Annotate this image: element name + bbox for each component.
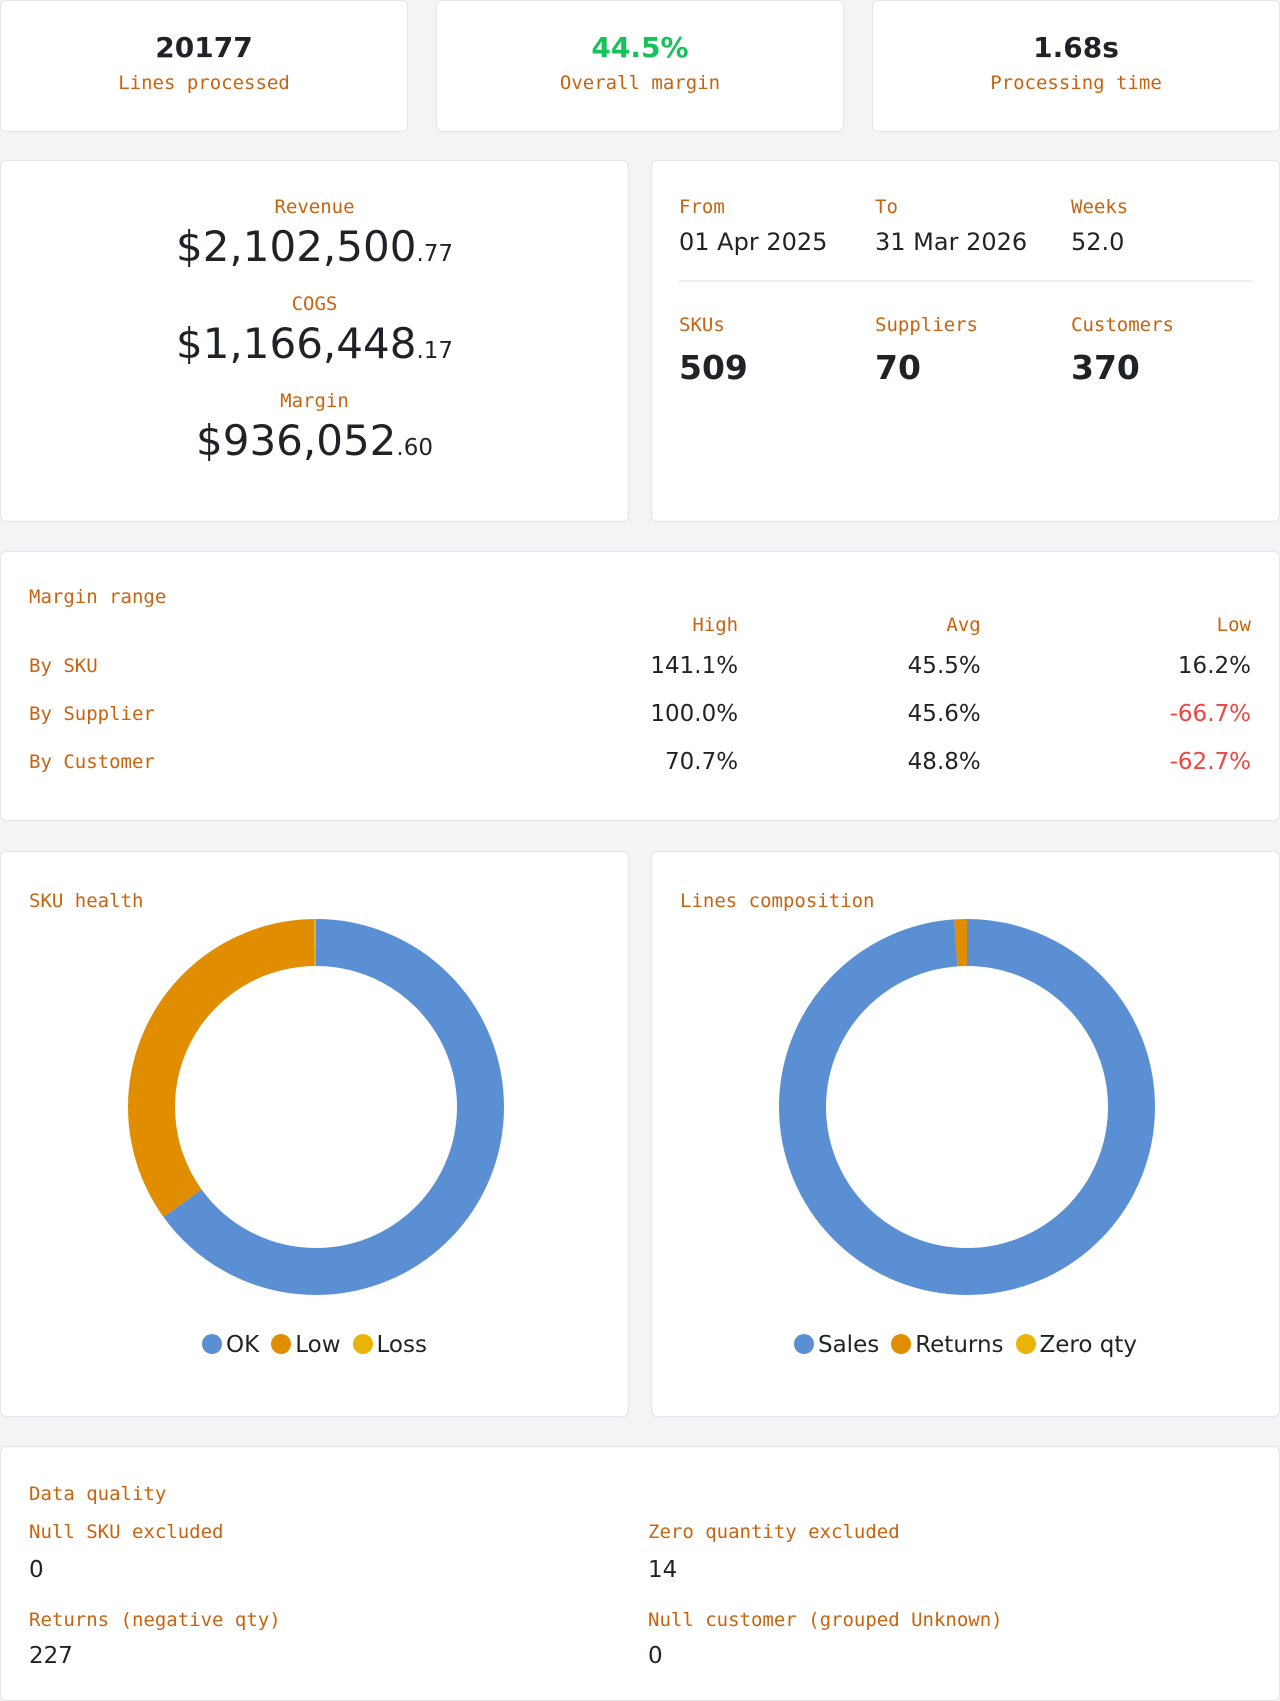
low-value: 16.2%	[1177, 653, 1251, 679]
margin-range-title: Margin range	[29, 586, 167, 608]
legend-label: Sales	[817, 1332, 880, 1358]
cogs-label: COGS	[291, 293, 338, 315]
kpi-value: 1.68s	[1033, 31, 1119, 64]
donut-slice-sales	[779, 919, 1155, 1295]
skus-value: 509	[679, 348, 748, 387]
legend-label: Returns	[915, 1332, 1004, 1358]
cogs-cents: .17	[416, 338, 454, 364]
to-value: 31 Mar 2026	[875, 228, 1028, 256]
margin-label: Margin	[280, 390, 349, 412]
null-sku-label: Null SKU excluded	[29, 1521, 224, 1543]
table-row: By Customer 70.7% 48.8% -62.7%	[29, 738, 1251, 786]
kpi-overall-margin: 44.5% Overall margin	[436, 0, 844, 132]
lines-composition-card: Lines composition Sales Returns Zero qty	[651, 851, 1280, 1417]
legend-item[interactable]: Returns	[891, 1332, 1004, 1358]
kpi-value: 44.5%	[591, 31, 689, 64]
returns-label: Returns (negative qty)	[29, 1609, 281, 1631]
header-high: High	[692, 614, 739, 636]
zero-qty-value: 14	[648, 1557, 678, 1583]
row-label: By SKU	[29, 655, 98, 677]
kpi-label: Lines processed	[118, 72, 290, 94]
avg-value: 45.5%	[907, 653, 981, 679]
legend-label: OK	[226, 1332, 260, 1358]
data-quality-title: Data quality	[29, 1483, 167, 1505]
weeks-label: Weeks	[1071, 196, 1129, 218]
skus-label: SKUs	[679, 314, 725, 336]
legend-item[interactable]: OK	[202, 1332, 259, 1358]
sku-health-card: SKU health OK Low Loss	[0, 851, 629, 1417]
kpi-label: Processing time	[990, 72, 1162, 94]
donut-slice-low	[128, 919, 504, 1295]
lines-composition-donut	[779, 919, 1155, 1295]
donut-slice-loss	[128, 919, 504, 1295]
margin-whole: $936,052	[196, 416, 397, 465]
margin-cents: .60	[396, 435, 433, 461]
header-avg: Avg	[946, 614, 981, 636]
zero-qty-label: Zero quantity excluded	[648, 1521, 900, 1543]
row-label: By Supplier	[29, 703, 155, 725]
kpi-label: Overall margin	[559, 72, 721, 94]
null-customer-label: Null customer (grouped Unknown)	[648, 1609, 1003, 1631]
avg-value: 45.6%	[907, 701, 981, 727]
legend-item[interactable]: Low	[271, 1332, 341, 1358]
from-value: 01 Apr 2025	[679, 228, 828, 256]
revenue-label: Revenue	[274, 196, 355, 218]
margin-value: $936,052.60	[1, 416, 628, 465]
suppliers-value: 70	[875, 348, 921, 387]
financials-card: Revenue $2,102,500.77 COGS $1,166,448.17…	[0, 160, 629, 522]
to-label: To	[875, 196, 898, 218]
kpi-lines-processed: 20177 Lines processed	[0, 0, 408, 132]
null-customer-value: 0	[648, 1643, 663, 1669]
cogs-whole: $1,166,448	[175, 319, 417, 368]
weeks-value: 52.0	[1071, 228, 1125, 256]
high-value: 141.1%	[650, 653, 739, 679]
kpi-processing-time: 1.68s Processing time	[872, 0, 1280, 132]
cogs-value: $1,166,448.17	[1, 319, 628, 368]
low-value: -62.7%	[1169, 749, 1251, 775]
legend-label: Loss	[376, 1332, 427, 1358]
row-label: By Customer	[29, 751, 155, 773]
suppliers-label: Suppliers	[875, 314, 978, 336]
sku-health-donut	[128, 919, 504, 1295]
null-sku-value: 0	[29, 1557, 44, 1583]
legend-item[interactable]: Sales	[793, 1332, 880, 1358]
data-quality-card: Data quality Null SKU excluded 0 Zero qu…	[0, 1446, 1280, 1701]
margin-range-table: High Avg Low By SKU 141.1% 45.5% 16.2% By S…	[29, 608, 1251, 786]
legend-item[interactable]: Zero qty	[1015, 1332, 1137, 1358]
kpi-value: 20177	[155, 31, 253, 64]
legend-label: Low	[295, 1332, 341, 1358]
chart-title: Lines composition	[680, 890, 875, 912]
legend-swatch-icon	[793, 1334, 814, 1354]
revenue-whole: $2,102,500	[175, 222, 417, 271]
legend-label: Zero qty	[1039, 1332, 1137, 1358]
table-row: By Supplier 100.0% 45.6% -66.7%	[29, 690, 1251, 738]
donut-slice-returns	[779, 919, 1155, 1295]
legend-swatch-icon	[352, 1334, 373, 1354]
customers-value: 370	[1071, 348, 1140, 387]
returns-value: 227	[29, 1643, 73, 1669]
revenue-cents: .77	[416, 241, 454, 267]
high-value: 100.0%	[650, 701, 739, 727]
legend-swatch-icon	[271, 1334, 292, 1354]
chart-legend: OK Low Loss	[1, 1332, 628, 1358]
header-low: Low	[1216, 614, 1251, 636]
period-card: From 01 Apr 2025 To 31 Mar 2026 Weeks 52.0 …	[651, 160, 1280, 522]
from-label: From	[679, 196, 725, 218]
avg-value: 48.8%	[907, 749, 981, 775]
divider	[679, 280, 1252, 282]
legend-item[interactable]: Loss	[352, 1332, 427, 1358]
chart-title: SKU health	[29, 890, 144, 912]
customers-label: Customers	[1071, 314, 1174, 336]
chart-legend: Sales Returns Zero qty	[652, 1332, 1279, 1358]
high-value: 70.7%	[665, 749, 739, 775]
legend-swatch-icon	[1015, 1334, 1036, 1354]
legend-swatch-icon	[891, 1334, 912, 1354]
margin-range-card: Margin range High Avg Low By SKU 141.1% 45…	[0, 551, 1280, 821]
revenue-value: $2,102,500.77	[1, 222, 628, 271]
table-row: By SKU 141.1% 45.5% 16.2%	[29, 642, 1251, 690]
legend-swatch-icon	[202, 1334, 223, 1354]
low-value: -66.7%	[1169, 701, 1251, 727]
